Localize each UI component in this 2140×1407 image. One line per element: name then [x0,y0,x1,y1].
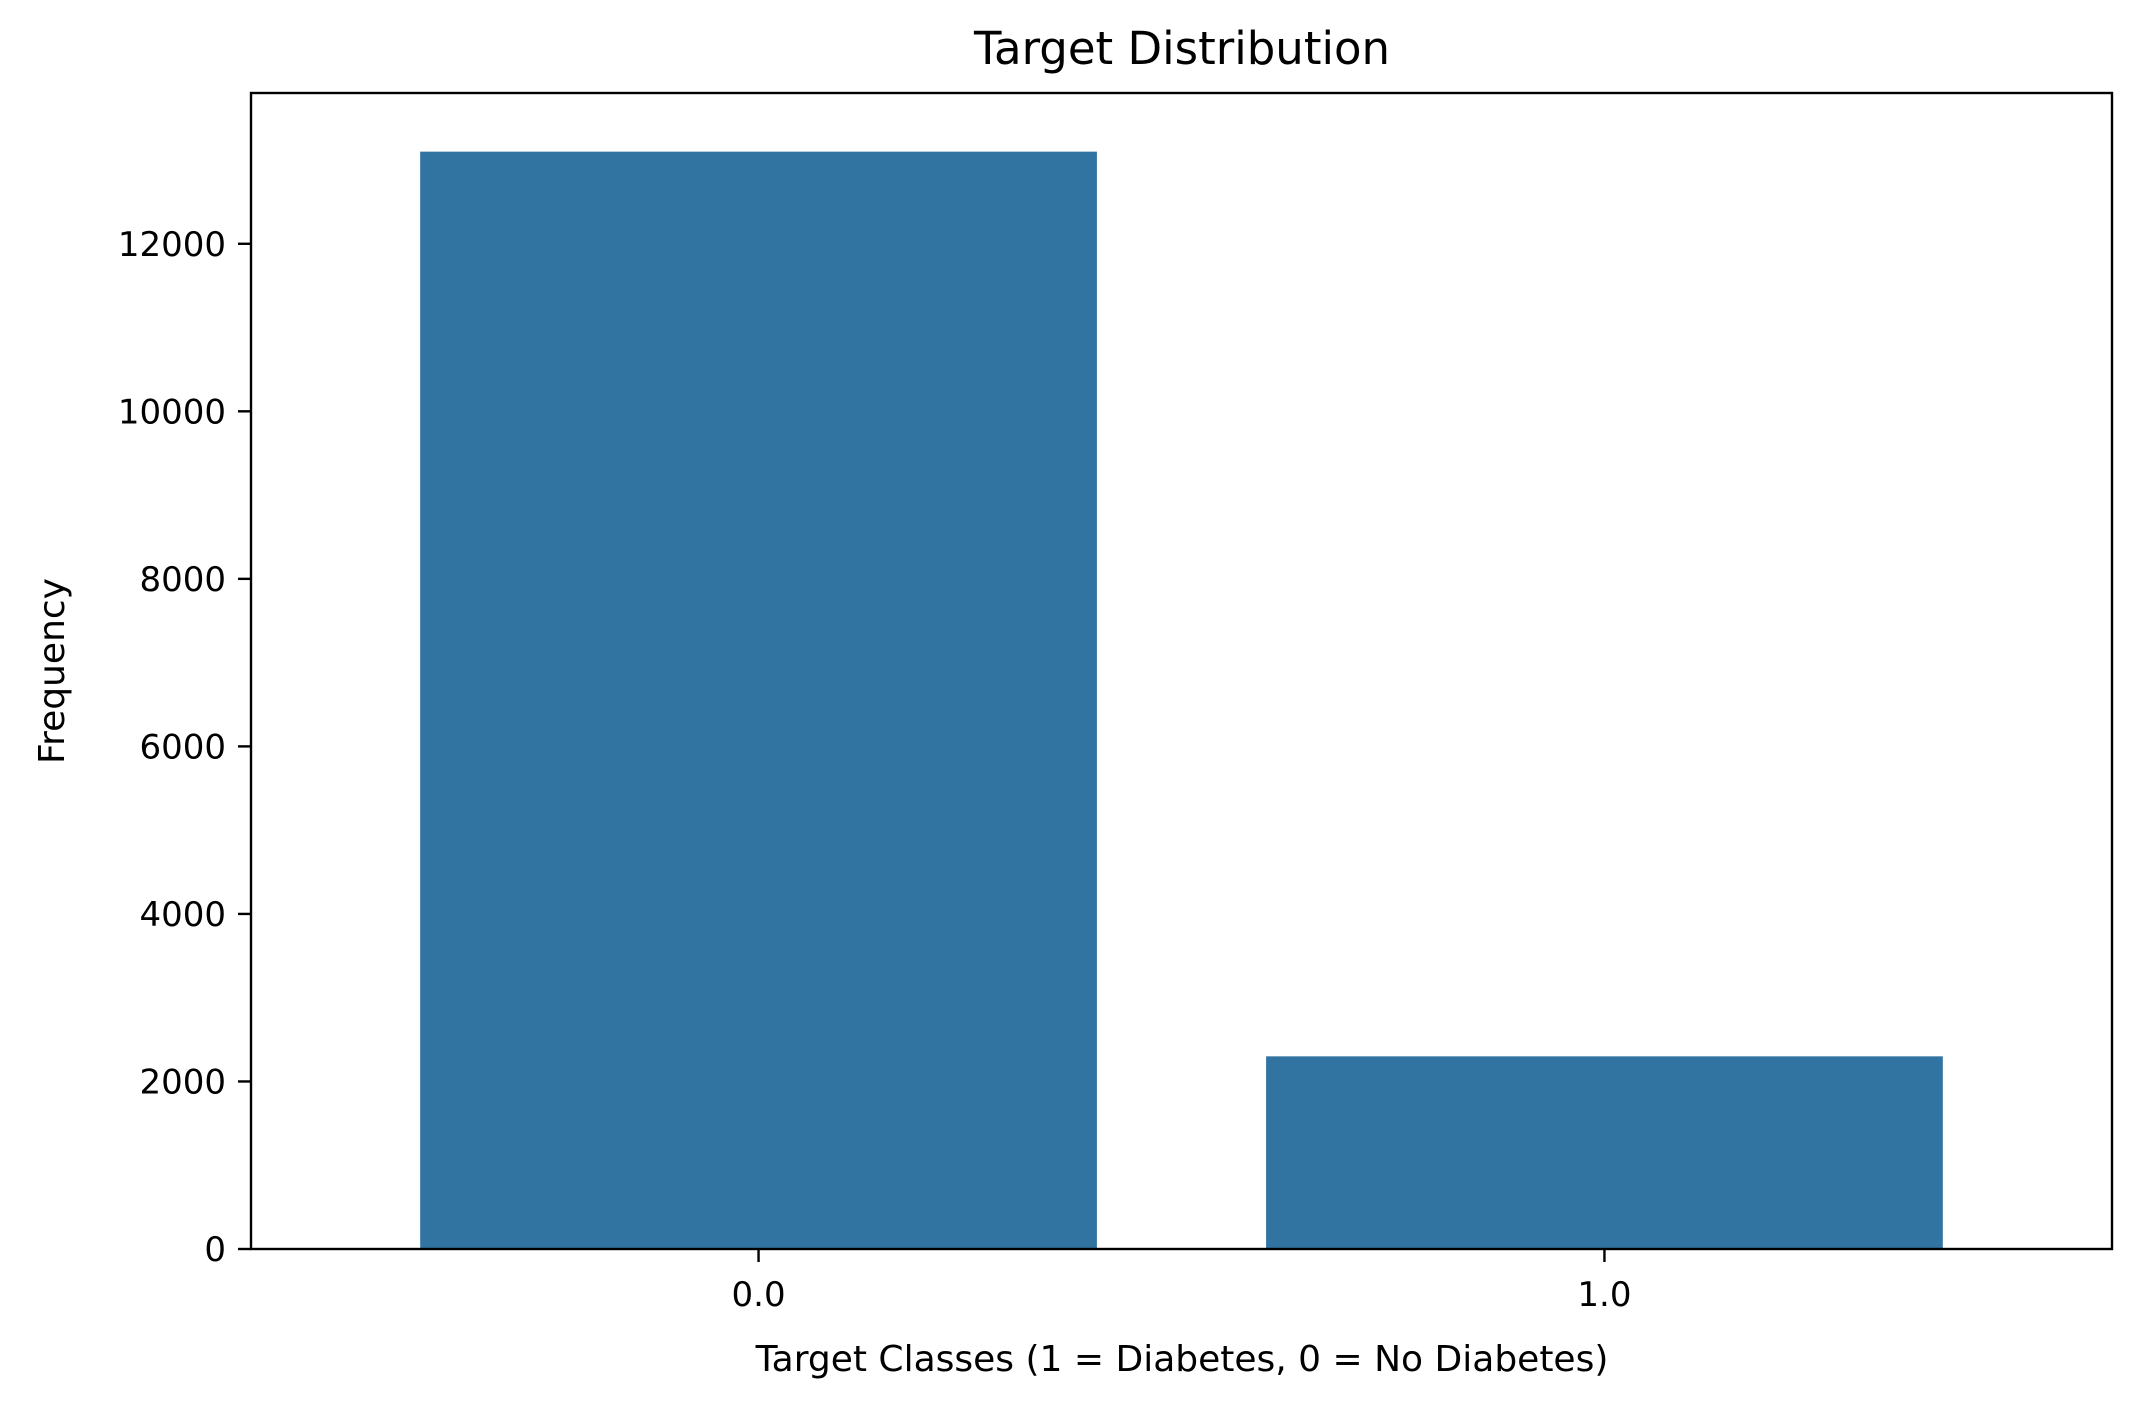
y-axis-label: Frequency [32,578,73,764]
x-tick-label: 0.0 [732,1275,786,1315]
y-tick-label: 8000 [139,560,226,600]
x-axis-ticks: 0.0 1.0 [732,1249,1631,1315]
y-tick-label: 6000 [139,727,226,767]
bars-group [420,151,1943,1249]
y-tick-label: 4000 [139,895,226,935]
y-tick-label: 12000 [118,225,226,265]
y-tick-label: 10000 [118,392,226,432]
bar-1-0 [1266,1056,1943,1249]
x-axis-label: Target Classes (1 = Diabetes, 0 = No Dia… [755,1339,1609,1380]
y-tick-label: 0 [204,1230,226,1270]
y-tick-label: 2000 [139,1062,226,1102]
x-tick-label: 1.0 [1577,1275,1631,1315]
bar-0-0 [420,151,1097,1249]
plot-frame [249,91,2114,1251]
chart-title: Target Distribution [973,22,1390,75]
y-axis-ticks: 0 2000 4000 6000 8000 10000 12000 [118,225,251,1270]
